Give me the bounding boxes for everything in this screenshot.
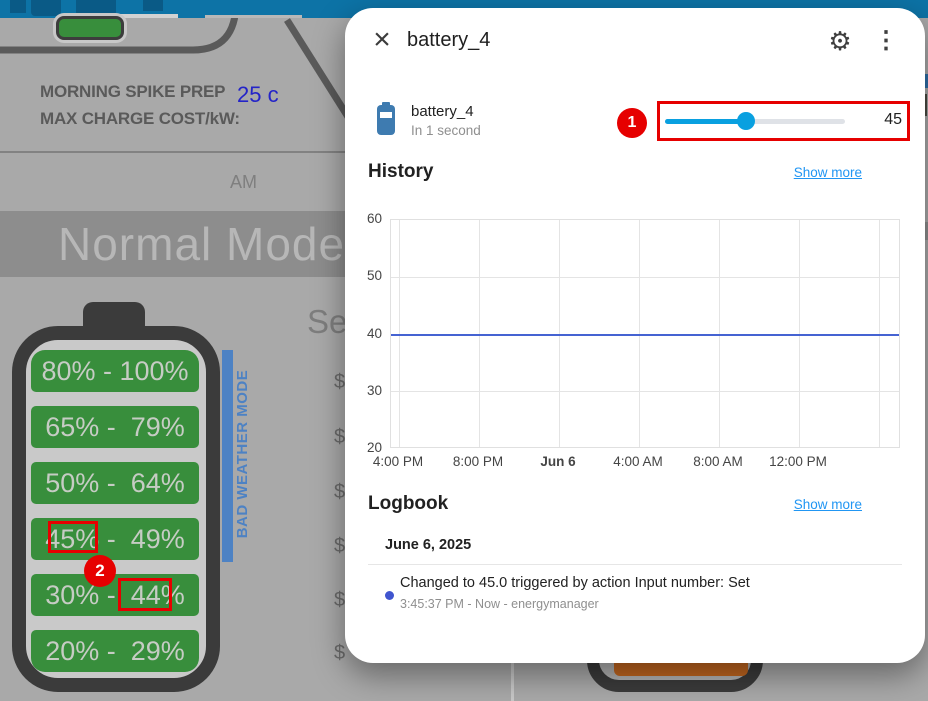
battery-range-segment: 50% - 64% xyxy=(31,462,199,504)
chart-y-tick-label: 20 xyxy=(366,440,382,455)
value-slider[interactable] xyxy=(665,119,845,124)
logbook-entry-dot xyxy=(385,591,394,600)
chart-x-tick-label: 12:00 PM xyxy=(769,454,827,469)
logbook-entry-meta: 3:45:37 PM - Now - energymanager xyxy=(400,597,599,611)
price-fragment: $ xyxy=(334,371,346,393)
chart-series-line xyxy=(391,333,899,336)
close-icon[interactable]: × xyxy=(373,23,391,56)
chart-gridline-horizontal xyxy=(391,391,899,393)
slider-value: 45 xyxy=(884,111,902,128)
dialog-title: battery_4 xyxy=(407,29,491,51)
chart-x-tick-label: 8:00 PM xyxy=(452,454,504,469)
background-battery-top-segment xyxy=(56,16,124,40)
chart-y-tick-label: 30 xyxy=(366,382,382,398)
price-fragment: $ xyxy=(334,589,346,611)
chart-y-tick-label: 40 xyxy=(366,325,382,341)
battery-range-segment: 30% - 44% xyxy=(31,574,199,616)
slider-filled-track xyxy=(665,119,746,124)
battery-range-segment: 20% - 29% xyxy=(31,630,199,672)
logbook-show-more-link[interactable]: Show more xyxy=(793,497,862,512)
logbook-date-header: June 6, 2025 xyxy=(385,537,472,553)
chart-x-tick-label: Jun 6 xyxy=(540,454,576,469)
background-column-divider xyxy=(511,660,514,701)
price-fragment: $ xyxy=(334,481,346,503)
logbook-heading: Logbook xyxy=(368,493,449,514)
entity-dialog: × battery_4 ⚙ ⋮ battery_4 In 1 second 1 … xyxy=(345,8,925,663)
chart-gridline-horizontal xyxy=(391,276,899,278)
top-bar-icon xyxy=(10,0,26,13)
battery-range-segment: 45% - 49% xyxy=(31,518,199,560)
background-divider xyxy=(0,151,345,153)
logbook-entry-message: Changed to 45.0 triggered by action Inpu… xyxy=(400,575,750,591)
battery-icon xyxy=(377,102,395,135)
chart-x-tick-label: 4:00 PM xyxy=(372,454,424,469)
chart-x-axis-labels: 4:00 PM 8:00 PM Jun 6 4:00 AM 8:00 AM 12:00 P… xyxy=(373,454,900,472)
morning-spike-prep-label: MORNING SPIKE PREP MAX CHARGE COST/kW: xyxy=(40,78,240,132)
charge-cost-value: 25 c xyxy=(237,82,279,107)
top-bar-icon xyxy=(31,0,61,16)
history-chart[interactable] xyxy=(390,219,900,448)
bad-weather-mode-label: BAD WEATHER MODE xyxy=(234,369,251,539)
morning-line-2: MAX CHARGE COST/kW: xyxy=(40,109,240,128)
price-fragment: $ xyxy=(334,535,346,557)
top-bar-highlight xyxy=(120,14,178,18)
am-label: AM xyxy=(230,172,257,192)
top-bar-icon xyxy=(76,0,116,16)
kebab-menu-icon[interactable]: ⋮ xyxy=(874,27,898,54)
chart-x-tick-label: 8:00 AM xyxy=(693,454,743,469)
price-fragment: $ xyxy=(334,426,346,448)
mode-banner: Normal Mode xyxy=(0,211,345,277)
history-heading: History xyxy=(368,161,434,182)
battery-range-segment: 80% - 100% xyxy=(31,350,199,392)
chart-y-tick-label: 50 xyxy=(366,268,382,284)
morning-line-1: MORNING SPIKE PREP xyxy=(40,82,226,101)
mode-banner-text: Normal Mode xyxy=(58,218,345,270)
chart-y-axis-labels: 60 50 40 30 20 xyxy=(345,211,386,455)
entity-secondary-text: In 1 second xyxy=(411,123,481,138)
background-section-heading-partial: Se xyxy=(307,303,345,340)
slider-thumb[interactable] xyxy=(737,112,755,130)
history-show-more-link[interactable]: Show more xyxy=(793,165,862,180)
top-bar-icon xyxy=(143,0,163,11)
price-fragment: $ xyxy=(334,642,346,664)
chart-y-tick-label: 60 xyxy=(366,211,382,226)
settings-gear-icon[interactable]: ⚙ xyxy=(828,26,852,56)
entity-name: battery_4 xyxy=(411,103,474,120)
logbook-divider xyxy=(368,564,902,565)
top-bar-highlight xyxy=(205,15,302,18)
chart-x-tick-label: 4:00 AM xyxy=(613,454,663,469)
bad-weather-mode-bar xyxy=(222,350,233,562)
battery-range-segment: 65% - 79% xyxy=(31,406,199,448)
annotation-step-1-badge: 1 xyxy=(617,108,647,138)
